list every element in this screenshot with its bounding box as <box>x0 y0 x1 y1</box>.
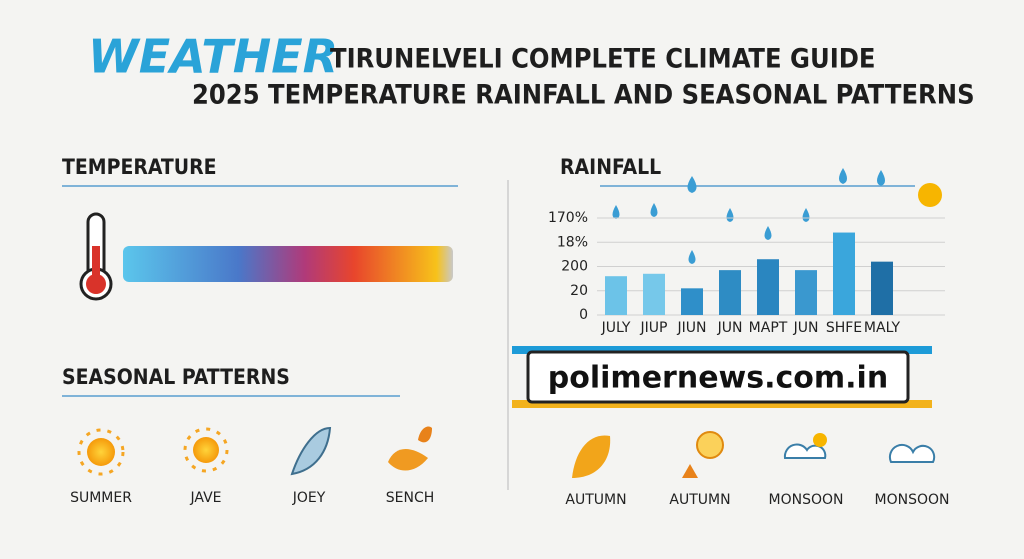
season-label: SUMMER <box>70 490 132 506</box>
season-label: JAVE <box>190 490 222 506</box>
bar <box>795 270 817 315</box>
bar <box>605 276 627 315</box>
bottom-label: MONSOON <box>769 492 844 508</box>
x-tick-label: SHFE <box>826 320 862 336</box>
brand: WEATHER <box>88 30 338 84</box>
bar <box>681 288 703 315</box>
y-tick-label: 20 <box>570 283 588 299</box>
x-tick-label: MAPT <box>749 320 788 336</box>
bar <box>757 259 779 315</box>
temperature-gradient <box>123 246 453 282</box>
x-tick-label: JIUP <box>640 320 668 336</box>
bar <box>719 270 741 315</box>
banner: polimernews.com.in <box>512 346 932 408</box>
bottom-label: MONSOON <box>875 492 950 508</box>
seasonal-heading: SEASONAL PATTERNS <box>62 365 290 389</box>
x-tick-label: JUN <box>793 320 819 336</box>
x-tick-label: JIUN <box>677 320 707 336</box>
bottom-label: AUTUMN <box>565 492 626 508</box>
bar <box>871 261 893 315</box>
temperature-heading: TEMPERATURE <box>62 155 217 179</box>
bar <box>833 232 855 315</box>
season-icons <box>77 426 432 476</box>
rainfall-heading: RAINFALL <box>560 155 661 179</box>
rain-drops <box>612 168 942 264</box>
site-name: polimernews.com.in <box>548 361 888 396</box>
bar <box>643 273 665 315</box>
y-tick-label: 0 <box>579 307 588 323</box>
season-label: JOEY <box>292 490 326 506</box>
x-tick-label: JUN <box>717 320 743 336</box>
y-tick-label: 200 <box>561 259 588 275</box>
y-tick-label: 18% <box>557 234 588 250</box>
y-tick-label: 170% <box>548 210 588 226</box>
title-line1: TIRUNELVELI COMPLETE CLIMATE GUIDE <box>330 44 876 75</box>
title-line2: 2025 TEMPERATURE RAINFALL AND SEASONAL P… <box>192 80 975 111</box>
bottom-label: AUTUMN <box>669 492 730 508</box>
x-tick-label: MALY <box>864 320 901 336</box>
bottom-icons <box>572 431 936 478</box>
x-tick-label: JULY <box>601 320 631 336</box>
thermometer <box>79 212 113 301</box>
season-label: SENCH <box>386 490 435 506</box>
